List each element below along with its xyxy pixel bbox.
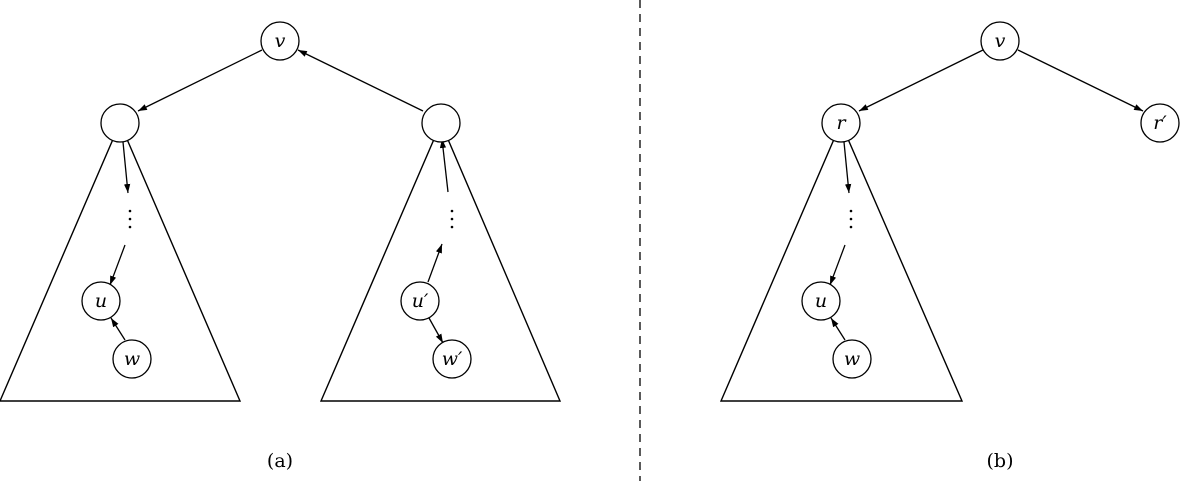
edge-v-to-r-prime (1017, 49, 1144, 112)
edge-u-prime-up (427, 243, 443, 283)
edge-v-to-r (858, 49, 984, 112)
right-subtree-triangle (319, 121, 562, 402)
edge-down-to-u (109, 244, 126, 286)
left-path-ellipsis (128, 209, 132, 229)
edge-left-child-down (122, 141, 131, 194)
node-left-child (100, 103, 140, 143)
edge-u-prime-to-w-prime (428, 317, 444, 344)
node-right-child (421, 103, 461, 143)
edge-r-down (843, 141, 852, 194)
svg-text:v: v (275, 30, 286, 52)
svg-text:u: u (815, 290, 827, 312)
node-w: w (832, 339, 872, 379)
node-r-prime: r′ (1140, 103, 1180, 143)
edge-down-to-u (829, 244, 846, 286)
caption-b: (b) (987, 450, 1014, 472)
node-u-prime: u′ (400, 281, 440, 321)
path-ellipsis (849, 209, 853, 229)
svg-text:u: u (95, 290, 107, 312)
edge-v-to-left-child (137, 49, 263, 112)
node-r: r (821, 103, 861, 143)
svg-text:v: v (995, 30, 1006, 52)
node-w: w (112, 339, 152, 379)
node-u: u (801, 281, 841, 321)
svg-text:u′: u′ (412, 290, 429, 312)
subtree-triangle (719, 121, 964, 402)
right-path-ellipsis (450, 209, 454, 229)
left-subtree-triangle (0, 121, 242, 402)
svg-text:w: w (124, 348, 140, 370)
edge-w-to-u (830, 317, 846, 341)
node-u: u (81, 281, 121, 321)
panel-b: v r r′ u w (b) (719, 21, 1180, 472)
panel-a: v u w u′ w′ (a) (0, 21, 562, 472)
edge-w-to-u (110, 317, 126, 341)
svg-text:r: r (836, 112, 847, 134)
edge-up-to-right-child (439, 138, 449, 193)
svg-text:r′: r′ (1153, 112, 1167, 134)
node-w-prime: w′ (432, 339, 472, 379)
svg-text:w′: w′ (442, 348, 463, 370)
svg-text:w: w (844, 348, 860, 370)
caption-a: (a) (267, 450, 293, 472)
node-v: v (980, 21, 1020, 61)
node-v: v (260, 21, 300, 61)
edge-right-child-to-v (297, 49, 424, 112)
